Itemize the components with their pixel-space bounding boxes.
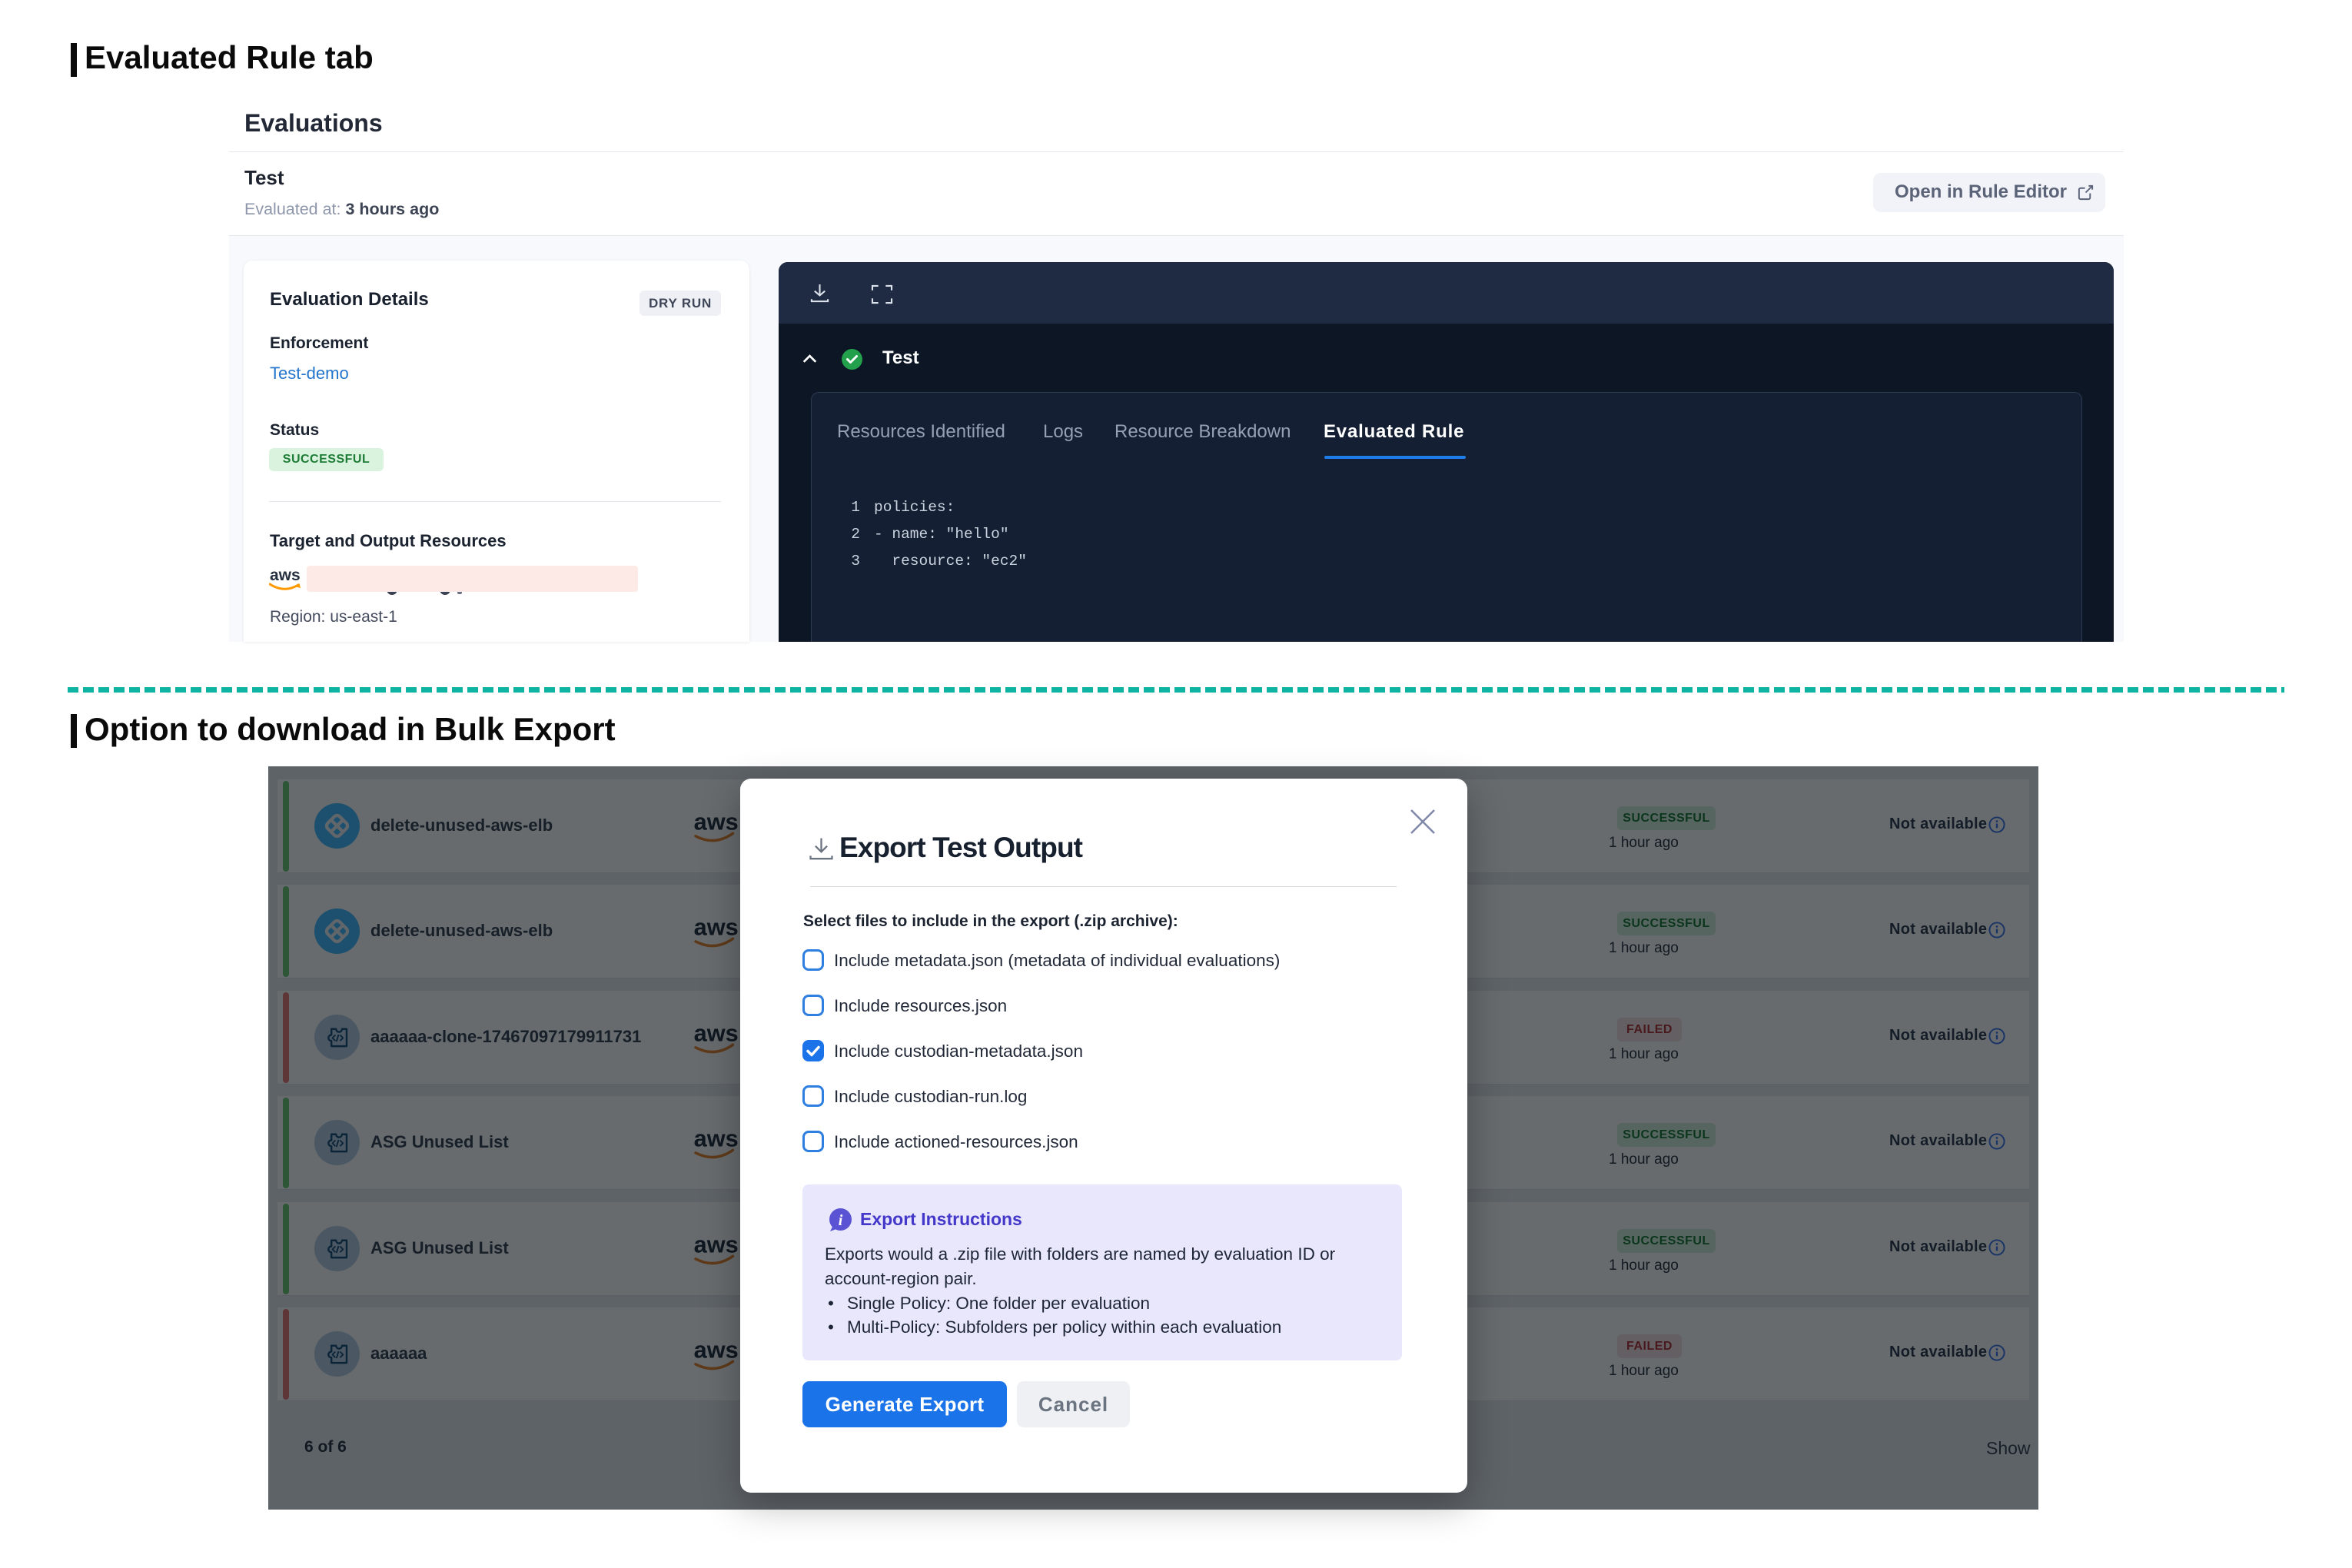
svg-text:i: i [839, 1212, 843, 1229]
svg-text:aws: aws [270, 567, 301, 584]
